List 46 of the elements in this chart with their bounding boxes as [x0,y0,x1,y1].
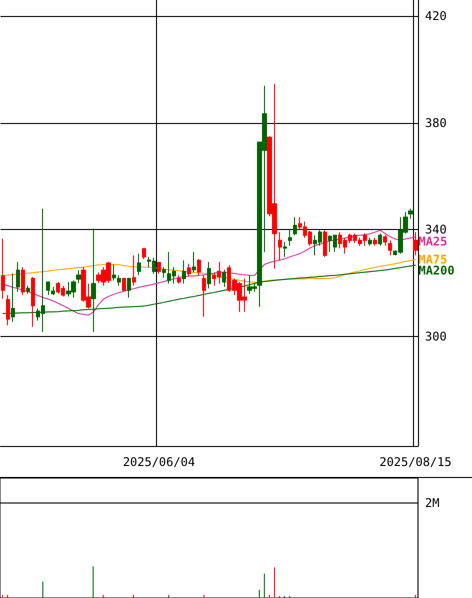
candlestick [413,232,418,256]
candlestick [31,276,35,328]
candlestick [323,230,327,258]
candlestick [26,285,30,294]
candlestick [122,277,126,292]
y-tick-label: 340 [425,222,447,237]
candlestick [6,294,10,326]
candlestick [283,241,287,258]
candlestick [117,274,121,286]
candlestick [202,274,206,318]
candlestick [162,266,166,278]
candlestick [137,253,141,276]
candlestick [1,238,5,300]
x-tick-label: 2025/08/15 [379,455,452,469]
candlestick [388,240,392,256]
candlestick [142,248,146,260]
y-tick-label: 420 [425,9,447,24]
series-label: MA25 [418,234,448,249]
candlestick [408,208,413,220]
candlestick [383,234,387,246]
candlestick [177,274,181,284]
candlestick [373,237,377,246]
candlestick [16,261,20,292]
candlestick [187,263,191,276]
candlestick [378,233,382,246]
candlestick [368,237,372,246]
x-tick-label: 2025/06/04 [122,455,196,469]
candlestick [112,264,116,281]
candlestick [127,277,131,298]
candlestick [192,251,196,273]
candlestick [293,216,297,236]
candlestick [207,261,211,289]
candlestick [197,258,201,276]
candlestick [132,254,136,286]
y-tick-label: 300 [425,330,447,344]
candlestick [278,232,282,261]
candlestick [157,261,161,274]
candlestick [21,266,25,296]
line-series [2,230,416,316]
candlestick [222,269,226,288]
candlestick [76,270,81,284]
text: 2M [425,496,440,510]
candlestick [182,260,186,284]
candlestick [288,229,292,246]
y-tick-label: 380 [425,116,447,130]
line-series [2,259,416,283]
